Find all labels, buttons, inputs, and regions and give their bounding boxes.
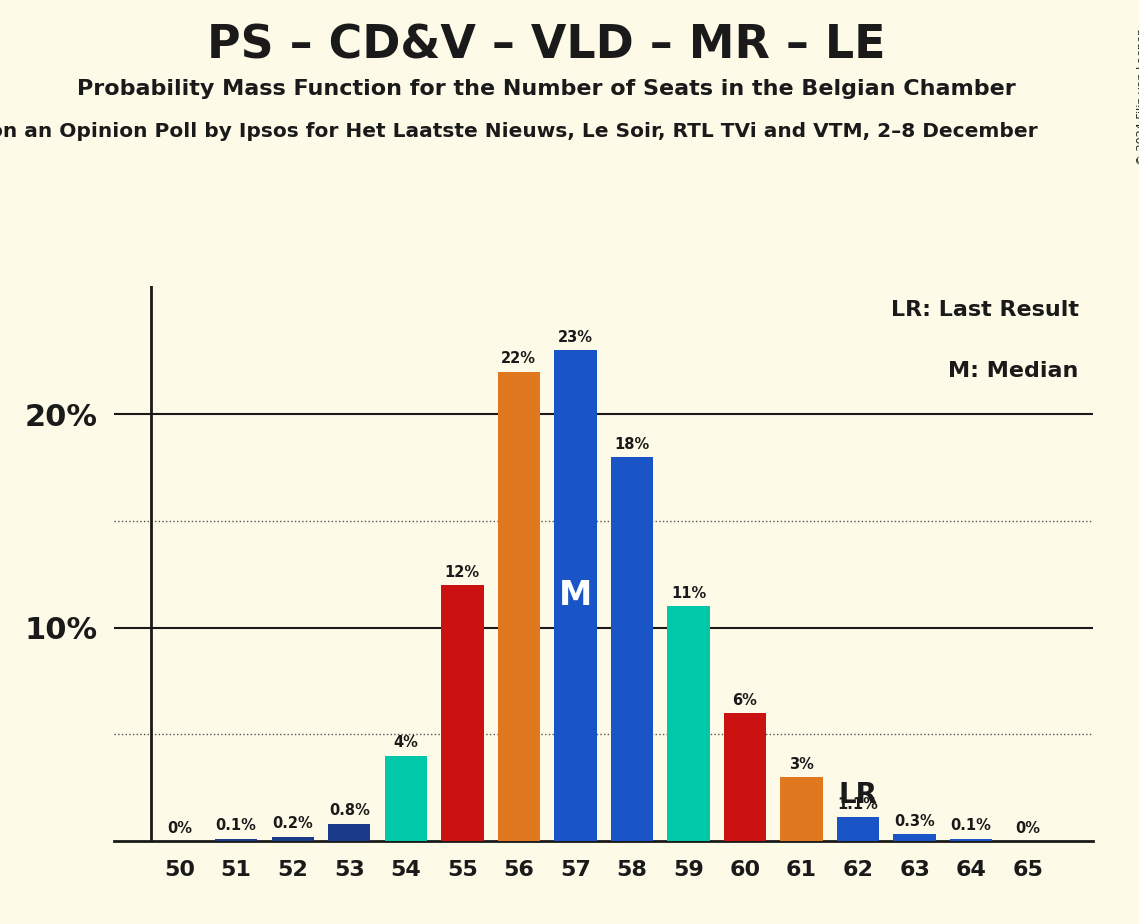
Bar [215, 839, 257, 841]
Bar [837, 818, 879, 841]
Text: LR: Last Result: LR: Last Result [891, 300, 1079, 321]
Text: LR: LR [838, 781, 877, 808]
Bar [385, 756, 427, 841]
Text: 11%: 11% [671, 586, 706, 601]
Text: Probability Mass Function for the Number of Seats in the Belgian Chamber: Probability Mass Function for the Number… [77, 79, 1016, 99]
Text: 0.1%: 0.1% [215, 819, 256, 833]
Text: 3%: 3% [789, 757, 814, 772]
Bar [723, 713, 767, 841]
Text: 0.3%: 0.3% [894, 814, 935, 829]
Text: 0.8%: 0.8% [329, 804, 370, 819]
Text: 0.1%: 0.1% [951, 819, 992, 833]
Text: on an Opinion Poll by Ipsos for Het Laatste Nieuws, Le Soir, RTL TVi and VTM, 2–: on an Opinion Poll by Ipsos for Het Laat… [0, 122, 1038, 141]
Bar [667, 606, 710, 841]
Bar [950, 839, 992, 841]
Bar [441, 585, 484, 841]
Text: 0.2%: 0.2% [272, 816, 313, 832]
Text: PS – CD&V – VLD – MR – LE: PS – CD&V – VLD – MR – LE [207, 23, 886, 68]
Bar [611, 457, 653, 841]
Bar [555, 350, 597, 841]
Text: © 2024 Filip van Laenen: © 2024 Filip van Laenen [1137, 28, 1139, 164]
Bar [498, 371, 540, 841]
Bar [780, 777, 822, 841]
Text: 22%: 22% [501, 351, 536, 367]
Text: 0%: 0% [1015, 821, 1040, 835]
Text: M: M [559, 579, 592, 612]
Text: 12%: 12% [444, 565, 480, 579]
Text: M: Median: M: Median [949, 361, 1079, 382]
Bar [328, 824, 370, 841]
Text: 4%: 4% [393, 736, 418, 750]
Text: 1.1%: 1.1% [837, 797, 878, 812]
Text: 0%: 0% [167, 821, 192, 835]
Text: 6%: 6% [732, 693, 757, 708]
Bar [271, 836, 314, 841]
Text: 23%: 23% [558, 330, 593, 345]
Bar [893, 834, 936, 841]
Text: 18%: 18% [614, 437, 649, 452]
